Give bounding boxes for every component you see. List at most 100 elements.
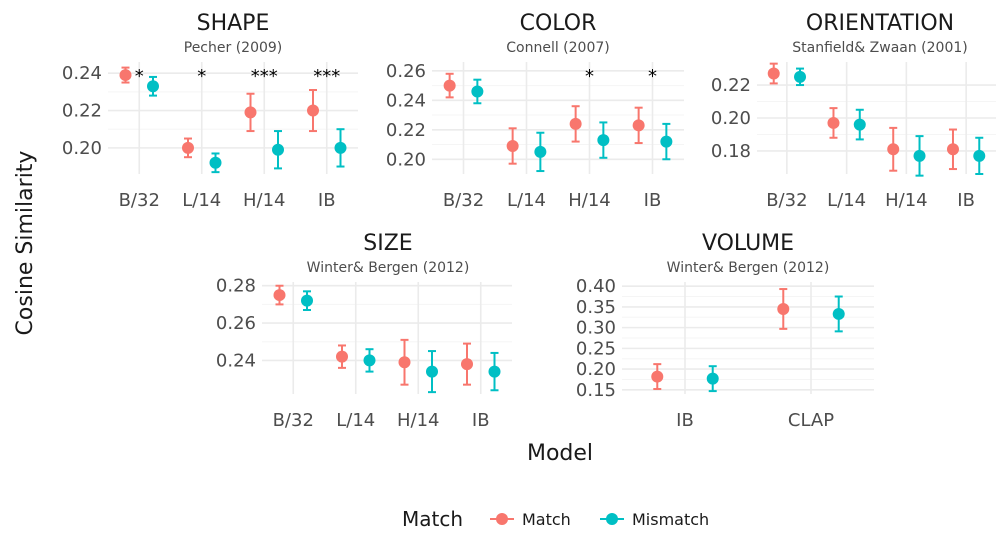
significance-label: ***	[251, 66, 278, 87]
x-tick-label: IB	[318, 190, 336, 211]
data-point	[534, 145, 547, 158]
panel-subtitle: Connell (2007)	[506, 40, 609, 56]
y-tick-label: 0.24	[216, 350, 256, 371]
significance-label: ***	[313, 66, 340, 87]
data-point	[832, 307, 845, 320]
significance-label: *	[585, 66, 594, 87]
x-tick-label: H/14	[568, 190, 611, 211]
significance-label: *	[135, 66, 144, 87]
y-tick-label: 0.26	[386, 61, 426, 82]
y-tick-label: 0.20	[62, 138, 102, 159]
data-point	[853, 118, 866, 131]
panel-title: VOLUME	[702, 231, 794, 256]
legend-title: Match	[402, 507, 463, 531]
y-tick-label: 0.24	[386, 90, 426, 111]
y-tick-label: 0.20	[711, 108, 751, 129]
x-tick-label: IB	[957, 190, 975, 211]
data-point	[363, 354, 376, 367]
data-point	[182, 141, 194, 154]
facet-panels: 0.20 0.22 0.24 B/32 L/14 H/14 IB SHAPE Pecher (2…	[62, 11, 996, 431]
data-point	[569, 117, 582, 130]
legend-key-point	[496, 513, 508, 525]
panel-subtitle: Stanfield& Zwaan (2001)	[792, 40, 967, 56]
y-tick-label: 0.40	[576, 276, 616, 297]
data-point	[471, 85, 484, 98]
panel-title: COLOR	[520, 11, 597, 36]
data-point	[651, 370, 664, 383]
x-tick-label: B/32	[443, 190, 484, 211]
x-tick-label: H/14	[885, 190, 928, 211]
panel-subtitle: Winter& Bergen (2012)	[307, 260, 470, 276]
y-tick-label: 0.20	[386, 149, 426, 170]
data-point	[767, 67, 780, 80]
data-point	[147, 80, 159, 93]
y-tick-label: 0.28	[216, 276, 256, 297]
legend-items: Match Mismatch	[490, 510, 709, 529]
x-tick-label: CLAP	[788, 410, 834, 431]
y-tick-label: 0.25	[576, 338, 616, 359]
y-tick-label: 0.18	[711, 141, 751, 162]
x-axis-title: Model	[527, 441, 593, 466]
data-point	[660, 135, 673, 148]
legend-label: Match	[522, 510, 571, 529]
y-tick-label: 0.22	[386, 120, 426, 141]
data-point	[794, 70, 807, 83]
data-point	[209, 156, 222, 169]
panel-title: SHAPE	[197, 11, 270, 36]
significance-label: *	[648, 66, 657, 87]
legend-item-match: Match	[490, 510, 571, 529]
x-tick-label: IB	[472, 410, 490, 431]
x-tick-label: H/14	[397, 410, 440, 431]
x-tick-label: L/14	[507, 190, 546, 211]
y-tick-label: 0.26	[216, 313, 256, 334]
legend: Match Match Mismatch	[402, 507, 709, 531]
x-tick-label: L/14	[827, 190, 866, 211]
y-axis-title: Cosine Similarity	[13, 151, 38, 336]
data-point	[913, 149, 926, 162]
x-tick-label: B/32	[119, 190, 160, 211]
data-point	[597, 134, 610, 147]
data-point	[272, 143, 284, 156]
panel-title: ORIENTATION	[806, 11, 954, 36]
significance-label: *	[197, 66, 206, 87]
data-point	[426, 365, 438, 378]
legend-item-mismatch: Mismatch	[600, 510, 709, 529]
x-tick-label: IB	[676, 410, 694, 431]
panel-color: 0.20 0.22 0.24 0.26 B/32 L/14 H/14 IB COLOR Conne…	[386, 11, 684, 211]
data-point	[973, 149, 986, 162]
data-point	[334, 141, 347, 154]
y-tick-label: 0.35	[576, 297, 616, 318]
data-point	[887, 143, 900, 156]
y-tick-label: 0.22	[711, 75, 751, 96]
x-tick-label: IB	[644, 190, 662, 211]
panel-volume: 0.150.200.250.300.350.40 IB CLAP VOLUME Wint…	[576, 231, 874, 431]
data-point	[398, 356, 411, 369]
data-point	[119, 69, 132, 82]
panel-title: SIZE	[363, 231, 412, 256]
y-tick-label: 0.15	[576, 380, 616, 401]
panel-size: 0.24 0.26 0.28 B/32 L/14 H/14 IB SIZE Winter& Be…	[216, 231, 512, 431]
data-point	[946, 143, 959, 156]
data-point	[336, 350, 348, 363]
y-tick-label: 0.30	[576, 318, 616, 339]
panel-subtitle: Pecher (2009)	[184, 40, 283, 56]
y-tick-label: 0.24	[62, 63, 102, 84]
x-tick-label: B/32	[766, 190, 807, 211]
data-point	[443, 79, 456, 92]
x-tick-label: H/14	[243, 190, 286, 211]
data-point	[244, 106, 257, 119]
x-tick-label: B/32	[273, 410, 314, 431]
panel-subtitle: Winter& Bergen (2012)	[667, 260, 830, 276]
x-tick-label: L/14	[182, 190, 221, 211]
data-point	[273, 289, 286, 302]
panel-shape: 0.20 0.22 0.24 B/32 L/14 H/14 IB SHAPE Pecher (2…	[62, 11, 358, 211]
x-tick-label: L/14	[336, 410, 375, 431]
data-point	[488, 365, 501, 378]
y-tick-label: 0.20	[576, 359, 616, 380]
data-point	[706, 372, 719, 385]
data-point	[307, 104, 319, 117]
legend-key-point	[606, 513, 618, 525]
data-point	[461, 358, 473, 371]
data-point	[506, 140, 519, 152]
